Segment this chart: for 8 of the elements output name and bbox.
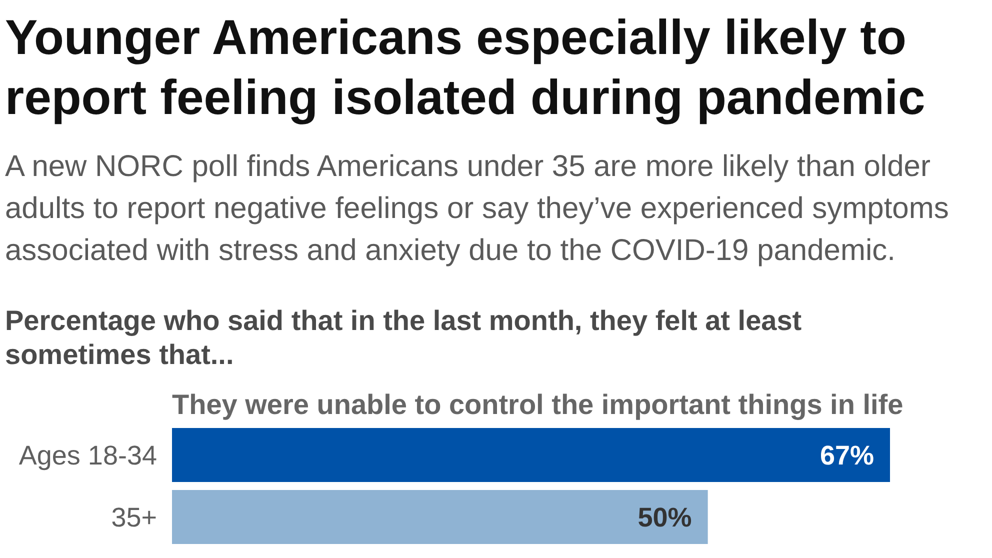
text: They were unable to control the important things in life	[172, 389, 904, 420]
chart-title: Younger Americans especially likely to report feeling isolated during pandemic	[5, 11, 926, 125]
chart-subtitle: A new NORC poll finds Americans under 35 are more likely than older adults to report negative feelings or say they’ve experienced symptoms associated with stress and anxiety due to the COVID-19 pandemic.	[5, 150, 949, 267]
y-tick-label: Ages 18-34	[18, 440, 157, 470]
text: Percentage who said that in the last month, they felt at least sometimes that...	[5, 305, 802, 370]
data-label: 67%	[820, 440, 874, 470]
y-tick-label: 35+	[111, 502, 157, 532]
data-label: 50%	[638, 502, 692, 532]
